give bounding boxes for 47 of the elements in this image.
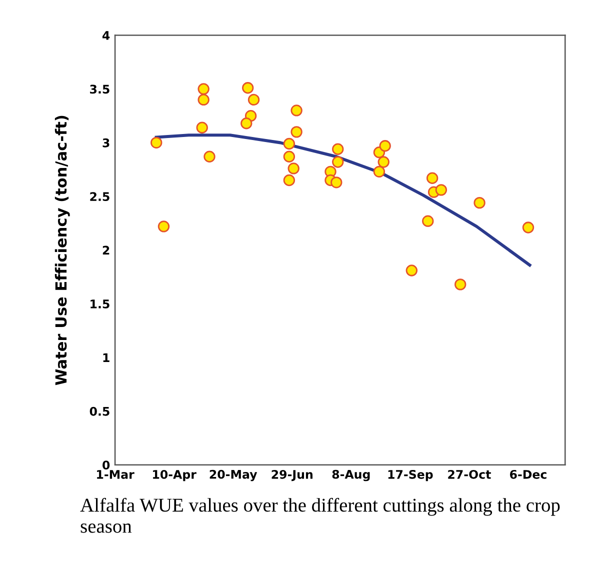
x-tick-label: 10-Apr	[153, 470, 196, 482]
point	[158, 220, 170, 232]
y-tick-label: 4	[102, 31, 110, 40]
point	[288, 162, 300, 174]
text: Alfalfa WUE values over the different cuttings along the crop season	[80, 498, 560, 533]
point	[474, 196, 486, 209]
y-tick-label: 0	[102, 460, 110, 470]
y-tick-label: 0.5	[90, 406, 110, 416]
point	[426, 172, 438, 184]
x-tick-label: 20-May	[210, 470, 258, 482]
point	[240, 118, 252, 130]
x-tick-label: 17-Sep	[388, 470, 433, 482]
point	[422, 215, 434, 227]
point	[198, 83, 210, 95]
point	[283, 138, 296, 150]
point	[435, 184, 448, 196]
x-tick-label: 1-Mar	[97, 470, 134, 479]
point	[332, 156, 344, 168]
y-tick-label: 2.5	[90, 192, 110, 202]
point	[204, 150, 216, 162]
point	[379, 140, 391, 152]
y-tick-label: 1	[103, 353, 110, 362]
point	[198, 94, 210, 106]
point	[330, 176, 342, 188]
point	[242, 82, 254, 94]
point	[454, 278, 466, 290]
x-tick-label: 6-Dec	[510, 470, 546, 479]
point	[373, 166, 386, 178]
y-tick-label: 3.5	[90, 84, 110, 94]
point	[196, 122, 208, 134]
y-axis-title: Water Use Efficiency (ton/ac-ft)	[54, 116, 70, 386]
x-tick-label: 8-Aug	[332, 470, 370, 482]
point	[283, 174, 296, 186]
x-tick-label: 27-Oct	[448, 470, 491, 479]
y-tick-label: 1.5	[90, 300, 110, 308]
point	[290, 126, 302, 138]
point	[332, 143, 344, 155]
point	[150, 136, 162, 149]
point	[378, 156, 390, 168]
point	[283, 150, 296, 162]
x-tick-label: 29-Jun	[272, 470, 312, 482]
point	[290, 104, 302, 116]
point	[248, 94, 260, 106]
y-tick-label: 2	[102, 246, 110, 255]
point	[522, 222, 534, 234]
y-tick-label: 3	[102, 138, 110, 148]
point	[406, 264, 418, 276]
